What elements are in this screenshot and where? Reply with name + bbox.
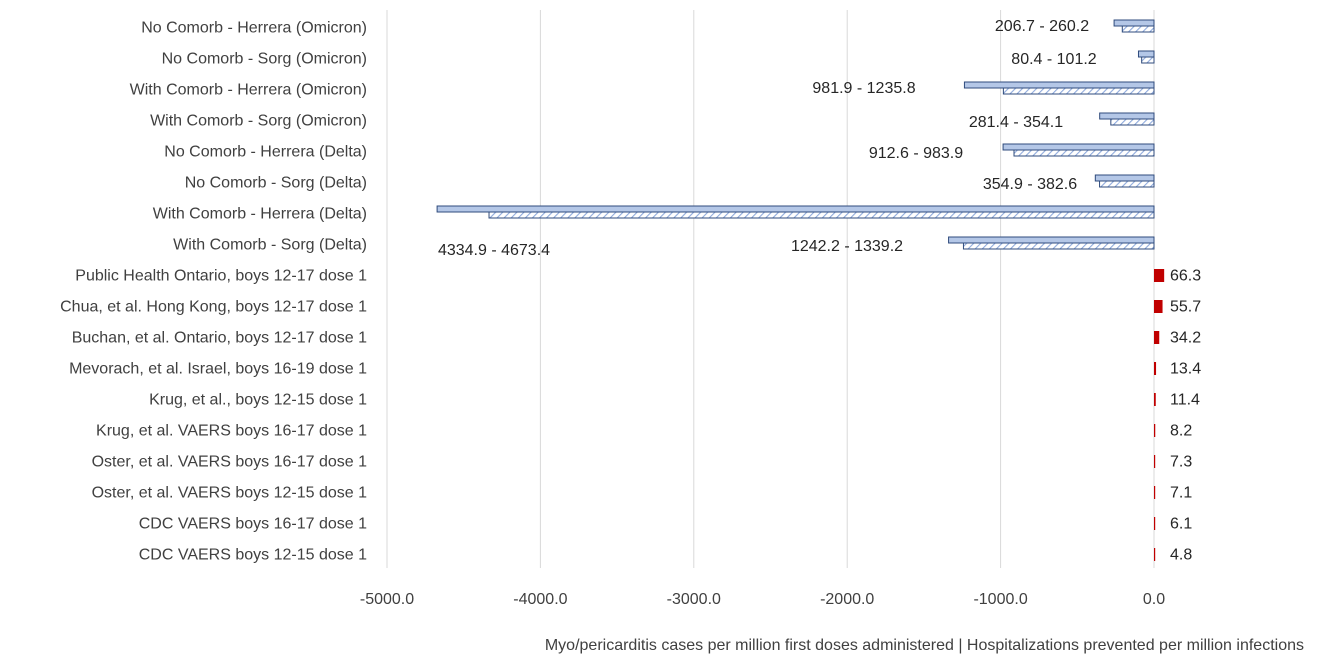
category-label: No Comorb - Sorg (Omicron) — [162, 51, 367, 68]
x-tick-label: -4000.0 — [513, 591, 567, 608]
bar-myocarditis — [1154, 424, 1156, 437]
x-tick-label: -3000.0 — [667, 591, 721, 608]
bar-myocarditis — [1154, 269, 1165, 282]
data-label: 912.6 - 983.9 — [869, 145, 963, 162]
category-label: Oster, et al. VAERS boys 12-15 dose 1 — [92, 485, 368, 502]
bar-upper-estimate — [1137, 50, 1155, 58]
bar-upper-estimate — [1094, 174, 1155, 182]
x-tick-label: -1000.0 — [973, 591, 1027, 608]
bar-lower-estimate — [962, 242, 1155, 250]
bar-lower-estimate — [1121, 25, 1155, 33]
data-label: 80.4 - 101.2 — [1011, 51, 1097, 68]
bar-myocarditis — [1154, 393, 1156, 406]
category-label: Krug, et al. VAERS boys 16-17 dose 1 — [96, 423, 367, 440]
data-label: 1242.2 - 1339.2 — [791, 238, 903, 255]
data-label: 206.7 - 260.2 — [995, 18, 1089, 35]
data-label: 66.3 — [1170, 268, 1201, 285]
data-labels: 206.7 - 260.2 80.4 - 101.2 981.9 - 1235.8 2… — [438, 18, 1201, 564]
category-label: Krug, et al., boys 12-15 dose 1 — [149, 392, 367, 409]
x-axis-title: Myo/pericarditis cases per million first… — [545, 637, 1304, 654]
category-label: With Comorb - Herrera (Omicron) — [130, 82, 367, 99]
category-label: No Comorb - Herrera (Omicron) — [141, 20, 367, 37]
x-tick-label: 0.0 — [1143, 591, 1165, 608]
data-label: 55.7 — [1170, 299, 1201, 316]
data-label: 6.1 — [1170, 516, 1192, 533]
x-tick-label: -2000.0 — [820, 591, 874, 608]
category-label: CDC VAERS boys 16-17 dose 1 — [139, 516, 367, 533]
category-label: Chua, et al. Hong Kong, boys 12-17 dose … — [60, 299, 367, 316]
data-label: 4334.9 - 4673.4 — [438, 242, 550, 259]
bar-upper-estimate — [436, 205, 1155, 213]
category-label: CDC VAERS boys 12-15 dose 1 — [139, 547, 367, 564]
category-label: Mevorach, et al. Israel, boys 16-19 dose… — [69, 361, 367, 378]
category-label: No Comorb - Sorg (Delta) — [185, 175, 367, 192]
bar-myocarditis — [1154, 548, 1156, 561]
category-label: Oster, et al. VAERS boys 16-17 dose 1 — [92, 454, 368, 471]
category-label: No Comorb - Herrera (Delta) — [164, 144, 367, 161]
bar-upper-estimate — [1099, 112, 1155, 120]
bar-myocarditis — [1154, 517, 1156, 530]
data-label: 981.9 - 1235.8 — [812, 80, 915, 97]
data-label: 13.4 — [1170, 361, 1201, 378]
data-label: 4.8 — [1170, 547, 1192, 564]
category-label: Buchan, et al. Ontario, boys 12-17 dose … — [72, 330, 367, 347]
bar-myocarditis — [1154, 486, 1156, 499]
bar-upper-estimate — [963, 81, 1155, 89]
bar-upper-estimate — [1002, 143, 1155, 151]
category-labels: No Comorb - Herrera (Omicron) No Comorb -… — [60, 20, 367, 564]
data-label: 7.3 — [1170, 454, 1192, 471]
data-label: 34.2 — [1170, 330, 1201, 347]
bar-lower-estimate — [1110, 118, 1155, 126]
data-label: 11.4 — [1170, 392, 1200, 409]
category-label: With Comorb - Herrera (Delta) — [153, 206, 367, 223]
bar-myocarditis — [1154, 300, 1163, 313]
data-label: 354.9 - 382.6 — [983, 176, 1077, 193]
bar-lower-estimate — [1141, 56, 1155, 64]
bar-lower-estimate — [1002, 87, 1155, 95]
x-tick-labels: -5000.0 -4000.0 -3000.0 -2000.0 -1000.0 0.0 — [360, 591, 1165, 608]
bar-lower-estimate — [488, 211, 1155, 219]
bar-upper-estimate — [1113, 19, 1155, 27]
category-label: Public Health Ontario, boys 12-17 dose 1 — [75, 268, 367, 285]
data-label: 281.4 - 354.1 — [969, 114, 1063, 131]
bar-lower-estimate — [1099, 180, 1155, 188]
bar-myocarditis — [1154, 331, 1160, 344]
category-label: With Comorb - Sorg (Omicron) — [150, 113, 367, 130]
x-tick-label: -5000.0 — [360, 591, 414, 608]
bar-myocarditis — [1154, 455, 1156, 468]
bar-myocarditis — [1154, 362, 1157, 375]
bar-upper-estimate — [948, 236, 1155, 244]
bar-lower-estimate — [1013, 149, 1155, 157]
bars — [436, 19, 1165, 561]
data-label: 8.2 — [1170, 423, 1192, 440]
gridlines — [386, 10, 1155, 568]
category-label: With Comorb - Sorg (Delta) — [173, 237, 367, 254]
data-label: 7.1 — [1170, 485, 1192, 502]
